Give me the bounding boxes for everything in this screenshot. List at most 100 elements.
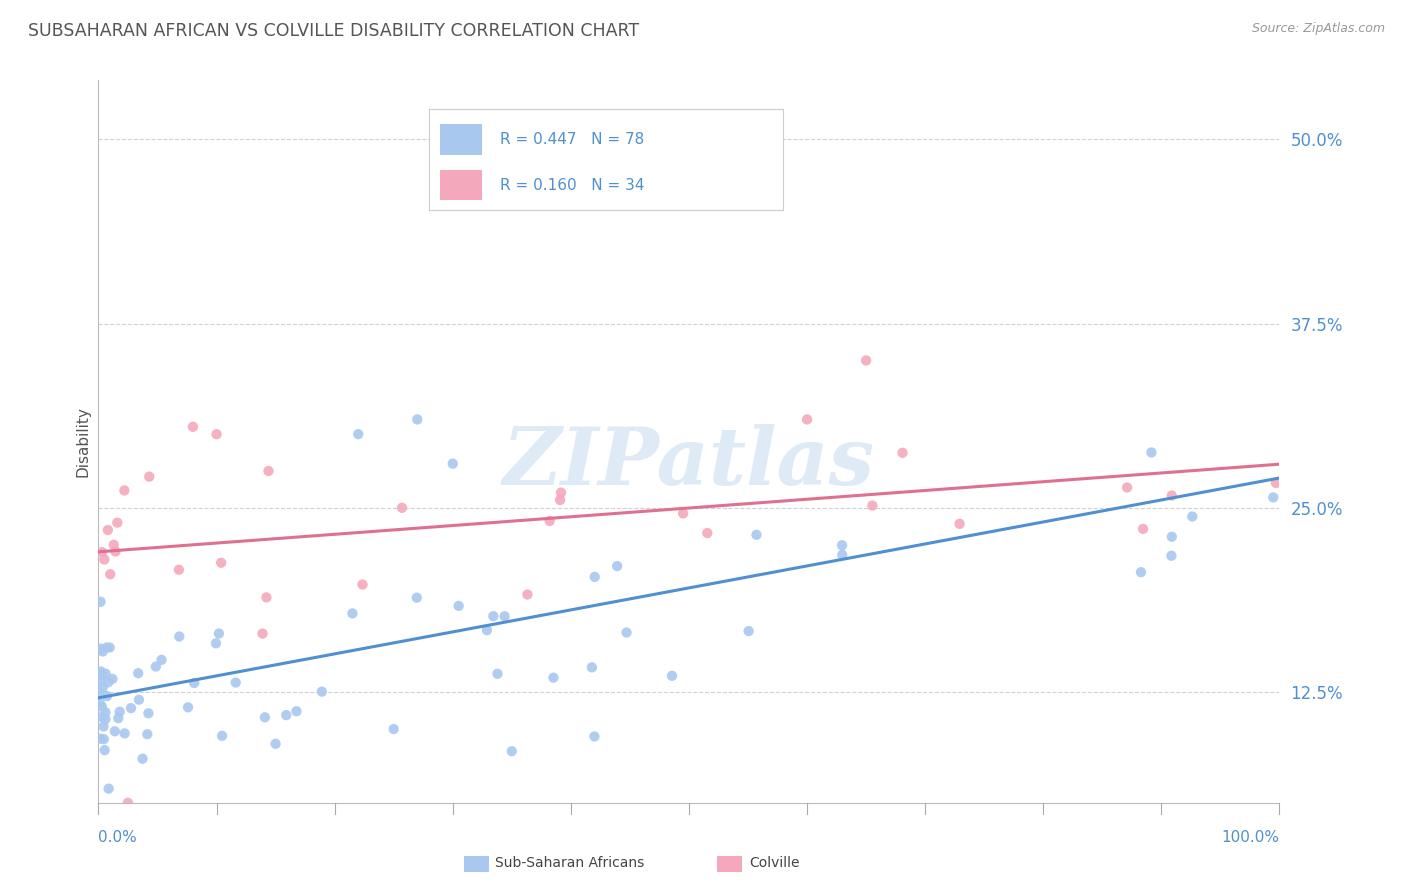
Point: [89, 674, 111, 689]
Point: [150, 653, 173, 667]
Point: [276, 708, 298, 723]
Point: [97, 523, 120, 537]
Point: [257, 464, 280, 478]
Point: [347, 427, 370, 442]
Text: Colville: Colville: [749, 856, 800, 871]
Point: [583, 570, 606, 584]
Point: [105, 516, 128, 530]
Point: [1263, 491, 1285, 505]
Point: [352, 577, 374, 591]
Point: [89, 697, 111, 711]
Point: [96, 689, 118, 703]
Point: [138, 469, 160, 483]
Point: [127, 666, 149, 681]
Point: [1116, 481, 1139, 495]
Point: [737, 177, 759, 191]
Point: [108, 705, 131, 719]
Point: [181, 419, 204, 434]
Point: [93, 552, 115, 566]
Point: [177, 700, 200, 714]
Point: [1130, 565, 1153, 579]
Point: [264, 737, 287, 751]
Point: [94, 706, 117, 720]
Point: [104, 724, 127, 739]
Point: [543, 671, 565, 685]
Text: ZIPatlas: ZIPatlas: [503, 425, 875, 502]
Point: [252, 626, 274, 640]
Point: [737, 624, 759, 638]
Point: [1264, 475, 1286, 490]
Point: [91, 545, 114, 559]
Point: [342, 607, 364, 621]
Point: [136, 727, 159, 741]
Point: [94, 712, 117, 726]
Point: [672, 507, 695, 521]
Point: [548, 493, 571, 508]
Point: [90, 665, 112, 679]
Point: [167, 563, 190, 577]
Point: [97, 675, 120, 690]
Point: [131, 752, 153, 766]
Point: [114, 726, 136, 740]
Point: [90, 595, 112, 609]
Point: [285, 704, 308, 718]
Text: Sub-Saharan Africans: Sub-Saharan Africans: [495, 856, 644, 871]
Point: [104, 544, 127, 558]
Point: [94, 666, 117, 681]
Text: 100.0%: 100.0%: [1222, 830, 1279, 845]
Point: [745, 528, 768, 542]
Point: [501, 744, 523, 758]
Point: [87, 686, 110, 700]
Text: Source: ZipAtlas.com: Source: ZipAtlas.com: [1251, 22, 1385, 36]
Point: [169, 630, 191, 644]
Point: [948, 516, 970, 531]
Point: [1160, 549, 1182, 563]
Point: [145, 659, 167, 673]
Point: [860, 499, 883, 513]
Point: [583, 730, 606, 744]
Point: [107, 711, 129, 725]
Point: [101, 672, 124, 686]
Point: [441, 457, 464, 471]
Point: [225, 675, 247, 690]
Point: [382, 722, 405, 736]
Point: [1140, 445, 1163, 459]
Point: [447, 599, 470, 613]
Point: [90, 641, 112, 656]
Point: [183, 676, 205, 690]
Point: [494, 609, 516, 624]
Point: [98, 567, 121, 582]
Point: [616, 625, 638, 640]
Y-axis label: Disability: Disability: [75, 406, 90, 477]
Point: [475, 623, 498, 637]
Point: [93, 732, 115, 747]
Point: [696, 526, 718, 541]
Point: [406, 412, 429, 426]
Point: [606, 559, 628, 574]
Point: [486, 666, 509, 681]
Point: [538, 514, 561, 528]
Point: [891, 446, 914, 460]
Point: [550, 485, 572, 500]
Point: [96, 640, 118, 655]
Point: [1160, 489, 1182, 503]
Point: [1181, 509, 1204, 524]
Point: [254, 591, 277, 605]
Point: [391, 500, 413, 515]
Point: [91, 710, 114, 724]
Point: [405, 591, 427, 605]
Point: [581, 660, 603, 674]
Point: [855, 353, 877, 368]
Text: 0.0%: 0.0%: [98, 830, 138, 845]
Point: [120, 701, 142, 715]
Point: [1132, 522, 1154, 536]
Point: [482, 609, 505, 624]
Point: [208, 626, 231, 640]
Point: [661, 669, 683, 683]
Point: [1160, 530, 1182, 544]
Point: [91, 644, 114, 658]
Point: [831, 538, 853, 552]
Point: [205, 427, 228, 442]
Point: [89, 731, 111, 746]
Point: [138, 706, 160, 721]
